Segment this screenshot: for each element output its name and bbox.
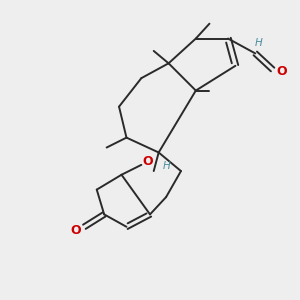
Text: O: O [142, 154, 153, 168]
Text: H: H [255, 38, 263, 49]
Text: O: O [70, 224, 81, 237]
Text: H: H [162, 161, 170, 171]
Text: O: O [276, 65, 286, 79]
